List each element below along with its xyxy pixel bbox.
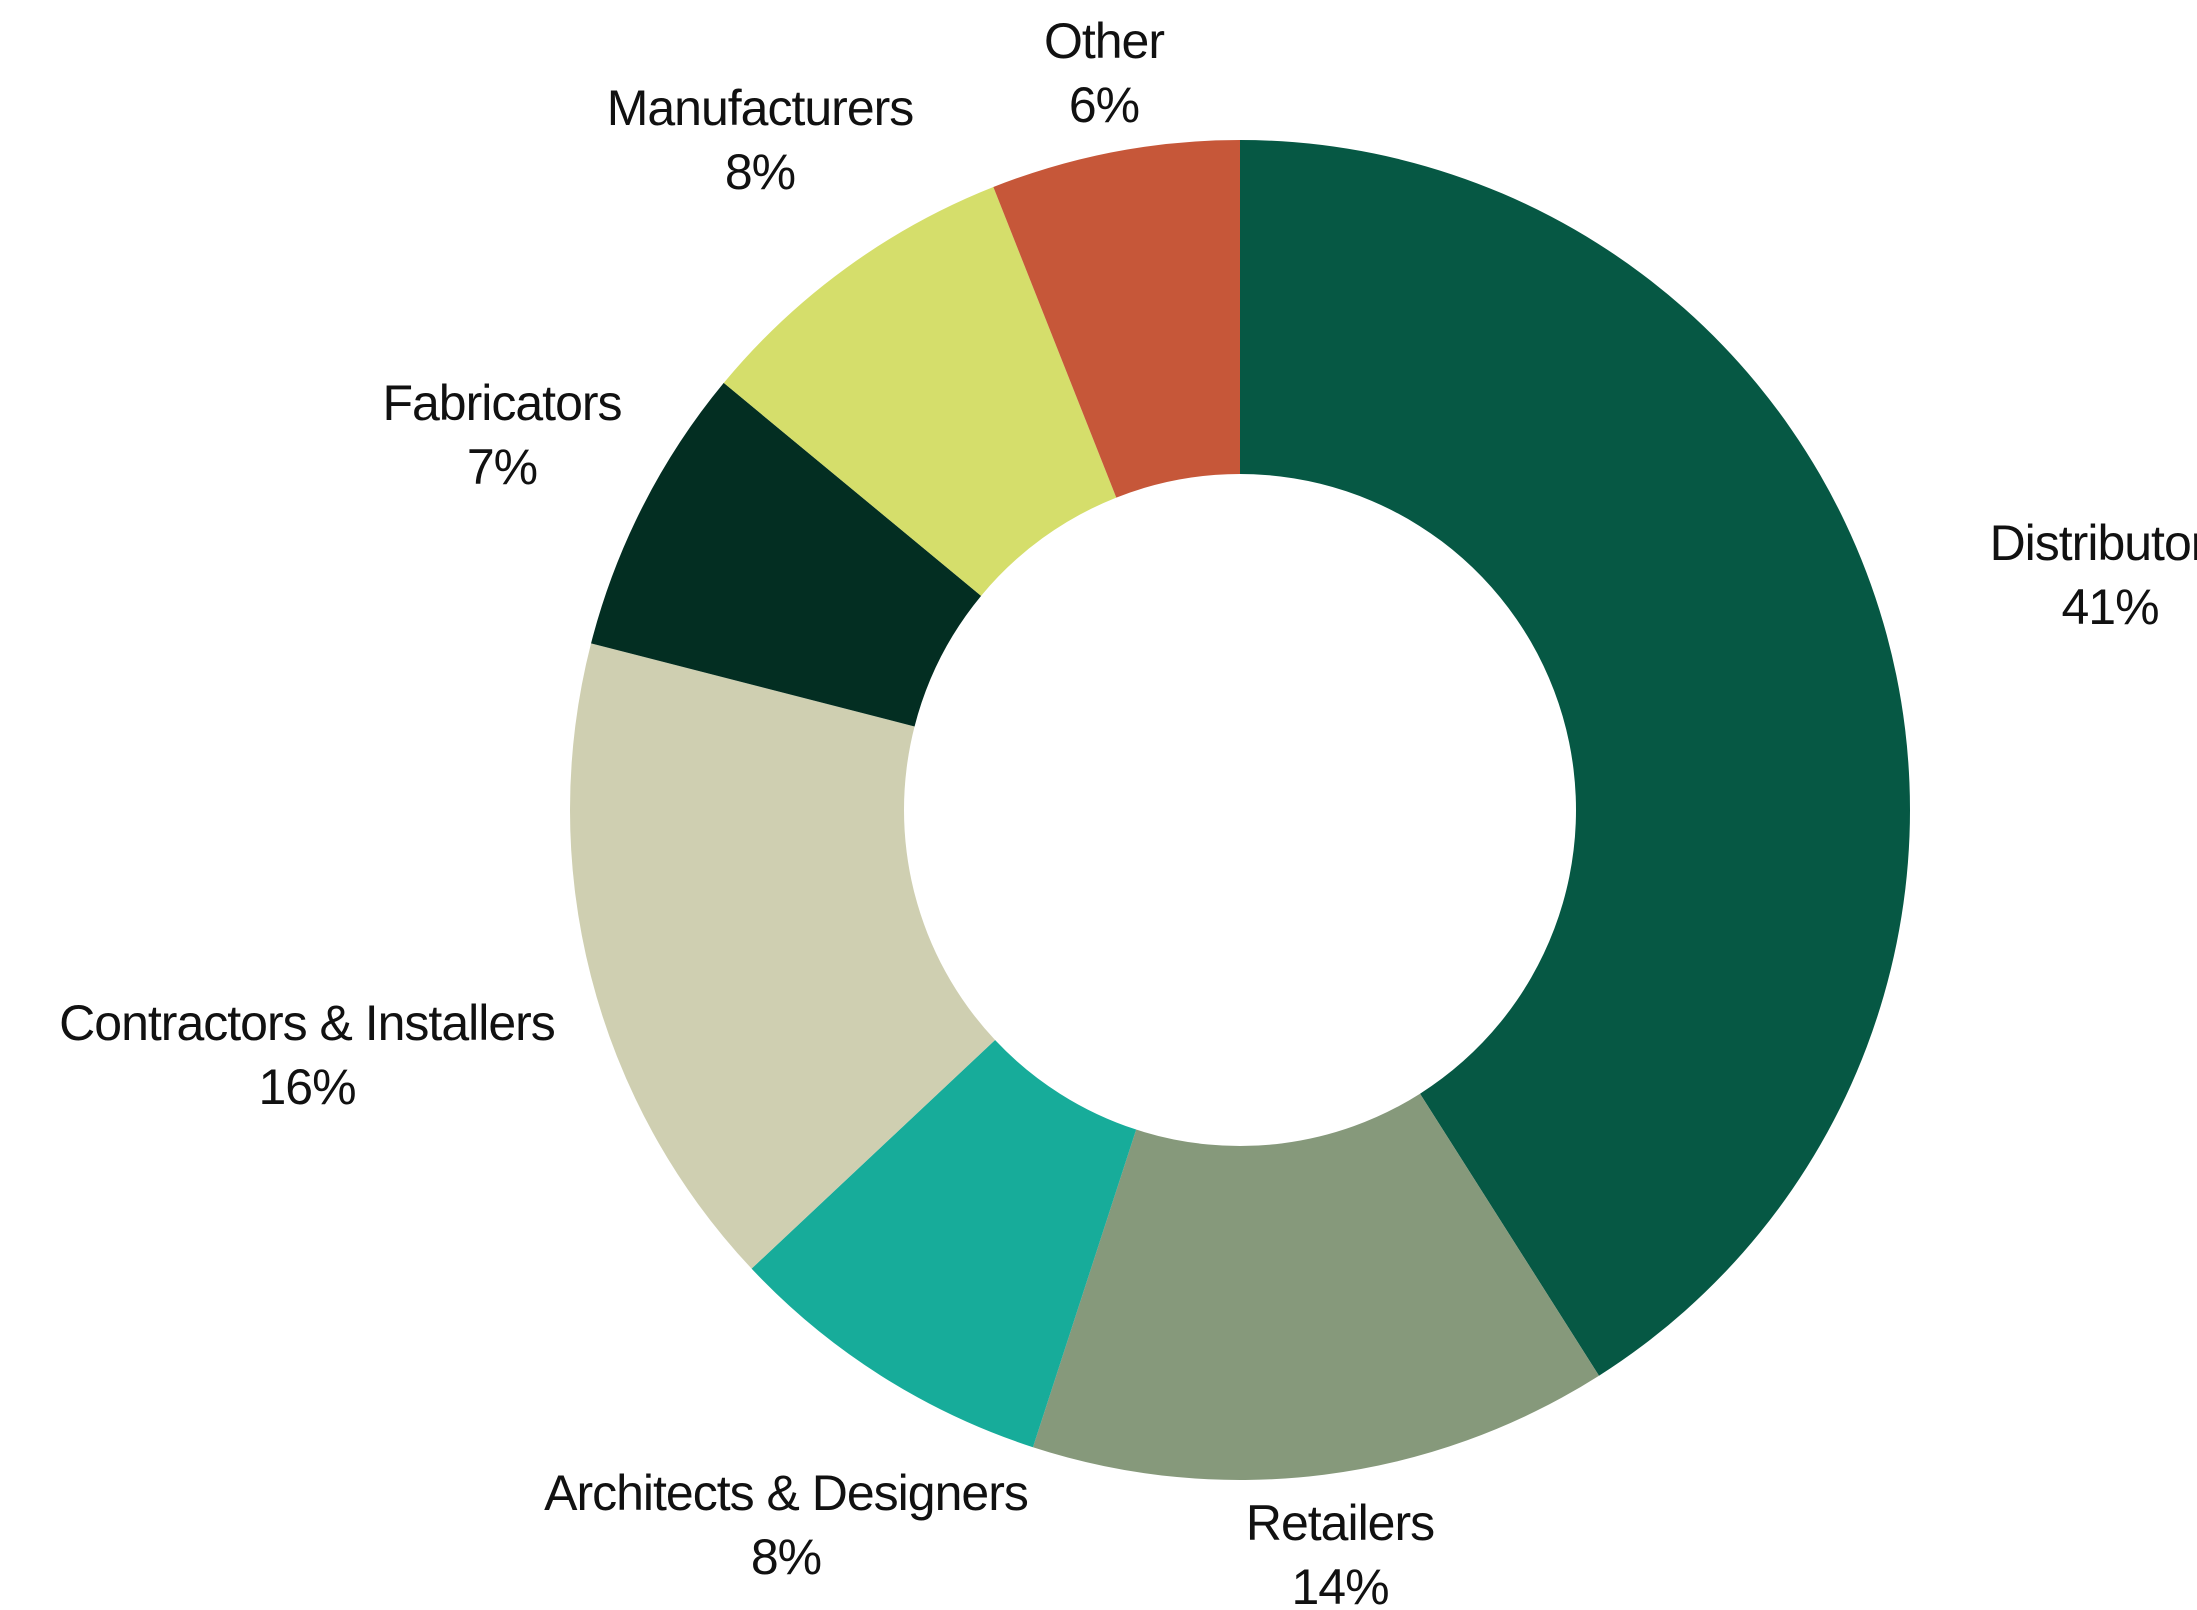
slice-category-label: Manufacturers [607,80,914,136]
slice-category-label: Fabricators [382,375,621,431]
slice-category-label: Retailers [1246,1495,1434,1551]
slice-manufacturers [723,187,1117,596]
slice-label-fabricators: Fabricators 7% [382,375,621,495]
slice-label-manufacturers: Manufacturers 8% [607,80,914,200]
slice-value-label: 8% [725,144,795,200]
slice-distributors [1240,140,1911,1376]
slice-label-retailers: Retailers 14% [1246,1495,1434,1610]
slice-label-other: Other 6% [1044,13,1164,133]
slice-category-label: Architects & Designers [544,1465,1028,1521]
slice-value-label: 6% [1069,77,1139,133]
slice-architects-and-designers [751,1040,1137,1448]
slice-value-label: 7% [467,439,537,495]
slice-value-label: 8% [751,1529,821,1585]
slice-contractors-and-installers [570,643,996,1269]
slice-value-label: 14% [1291,1559,1388,1610]
slice-value-label: 16% [258,1059,355,1115]
slice-value-label: 41% [2061,579,2158,635]
slice-label-distributors: Distributors 41% [1990,515,2197,635]
slice-retailers [1032,1093,1600,1480]
slice-other [993,140,1240,498]
slice-category-label: Distributors [1990,515,2197,571]
slice-label-architects-and-designers: Architects & Designers 8% [544,1465,1028,1585]
donut-slices [570,140,1911,1480]
slice-fabricators [591,382,982,727]
slice-category-label: Other [1044,13,1164,69]
slice-label-contractors-and-installers: Contractors & Installers 16% [59,995,555,1115]
slice-labels: Distributors 41% Retailers 14% Architects & … [59,13,2197,1610]
slice-category-label: Contractors & Installers [59,995,555,1051]
